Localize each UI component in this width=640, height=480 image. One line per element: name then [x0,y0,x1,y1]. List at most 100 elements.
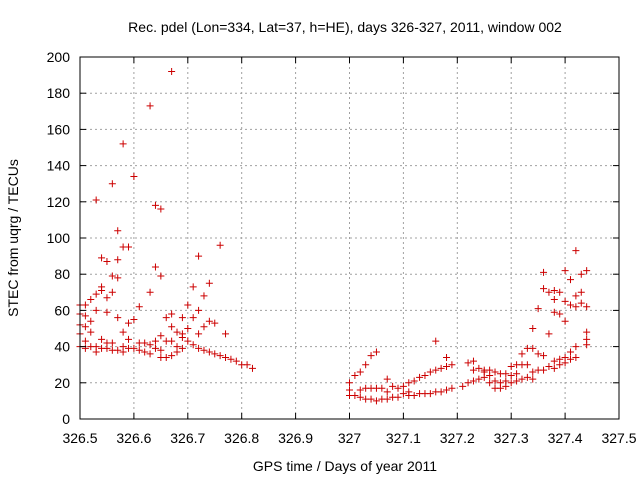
data-point-marker [550,286,558,294]
data-point-marker [572,292,580,300]
data-point-marker [432,337,440,345]
data-point-marker [507,372,515,380]
data-point-marker [378,384,386,392]
data-point-marker [416,373,424,381]
data-point-marker [394,384,402,392]
data-point-marker [561,359,569,367]
data-point-marker [550,357,558,365]
data-point-marker [577,288,585,296]
data-point-marker [146,102,154,110]
data-point-marker [556,361,564,369]
data-point-marker [189,341,197,349]
data-point-marker [125,335,133,343]
data-point-marker [195,252,203,260]
data-point-marker [189,283,197,291]
data-point-marker [540,268,548,276]
data-point-marker [146,350,154,358]
y-tick-label: 80 [54,266,70,282]
data-point-marker [146,288,154,296]
data-point-marker [162,353,170,361]
data-point-marker [130,172,138,180]
data-point-marker [550,308,558,316]
data-point-marker [469,377,477,385]
data-point-marker [205,279,213,287]
data-point-marker [178,334,186,342]
data-point-marker [81,337,89,345]
data-point-marker [87,296,95,304]
data-points [76,67,591,405]
data-point-marker [469,357,477,365]
data-point-marker [146,341,154,349]
data-point-marker [98,254,106,262]
y-tick-label: 140 [47,158,71,174]
data-point-marker [98,286,106,294]
y-tick-label: 180 [47,85,71,101]
data-point-marker [405,379,413,387]
data-point-marker [103,344,111,352]
data-point-marker [356,386,364,394]
data-point-marker [572,353,580,361]
data-point-marker [448,361,456,369]
x-tick-label: 326.9 [278,430,313,446]
data-point-marker [523,373,531,381]
data-point-marker [195,344,203,352]
data-point-marker [157,346,165,354]
x-tick-label: 327.1 [386,430,421,446]
data-point-marker [114,227,122,235]
data-point-marker [200,346,208,354]
data-point-marker [222,330,230,338]
data-point-marker [383,375,391,383]
data-point-marker [367,395,375,403]
data-point-marker [232,357,240,365]
data-point-marker [394,393,402,401]
data-point-marker [518,375,526,383]
data-point-marker [443,363,451,371]
data-point-marker [545,288,553,296]
data-point-marker [114,314,122,322]
data-point-marker [367,352,375,360]
data-point-marker [119,348,127,356]
data-point-marker [529,325,537,332]
data-point-marker [92,290,100,298]
data-point-marker [141,339,149,347]
data-point-marker [173,348,181,356]
data-point-marker [103,258,111,266]
data-point-marker [108,180,116,188]
data-point-marker [540,366,548,374]
data-point-marker [130,344,138,352]
data-point-marker [577,270,585,278]
y-tick-label: 60 [54,302,70,318]
data-point-marker [437,364,445,372]
data-point-marker [459,382,467,390]
data-point-marker [480,373,488,381]
data-point-marker [216,241,224,249]
data-point-marker [410,377,418,385]
y-tick-label: 20 [54,375,70,391]
data-point-marker [108,339,116,347]
data-point-marker [87,328,95,336]
data-point-marker [540,352,548,360]
data-point-marker [502,382,510,390]
x-tick-label: 327.2 [440,430,475,446]
data-point-marker [168,67,176,75]
x-tick-label: 327.3 [494,430,529,446]
data-point-marker [556,310,564,318]
x-tick-label: 327.4 [548,430,583,446]
data-point-marker [151,344,159,352]
data-point-marker [566,348,574,356]
data-point-marker [178,314,186,322]
data-point-marker [135,303,143,311]
data-point-marker [432,366,440,374]
data-point-marker [475,375,483,383]
data-point-marker [108,288,116,296]
data-point-marker [184,301,192,309]
data-point-marker [87,317,95,325]
data-point-marker [389,382,397,390]
y-tick-label: 100 [47,230,71,246]
data-point-marker [572,303,580,311]
y-axis-label: STEC from uqrg / TECUs [5,159,21,317]
data-point-marker [399,382,407,390]
data-point-marker [119,140,127,148]
data-point-marker [356,393,364,401]
